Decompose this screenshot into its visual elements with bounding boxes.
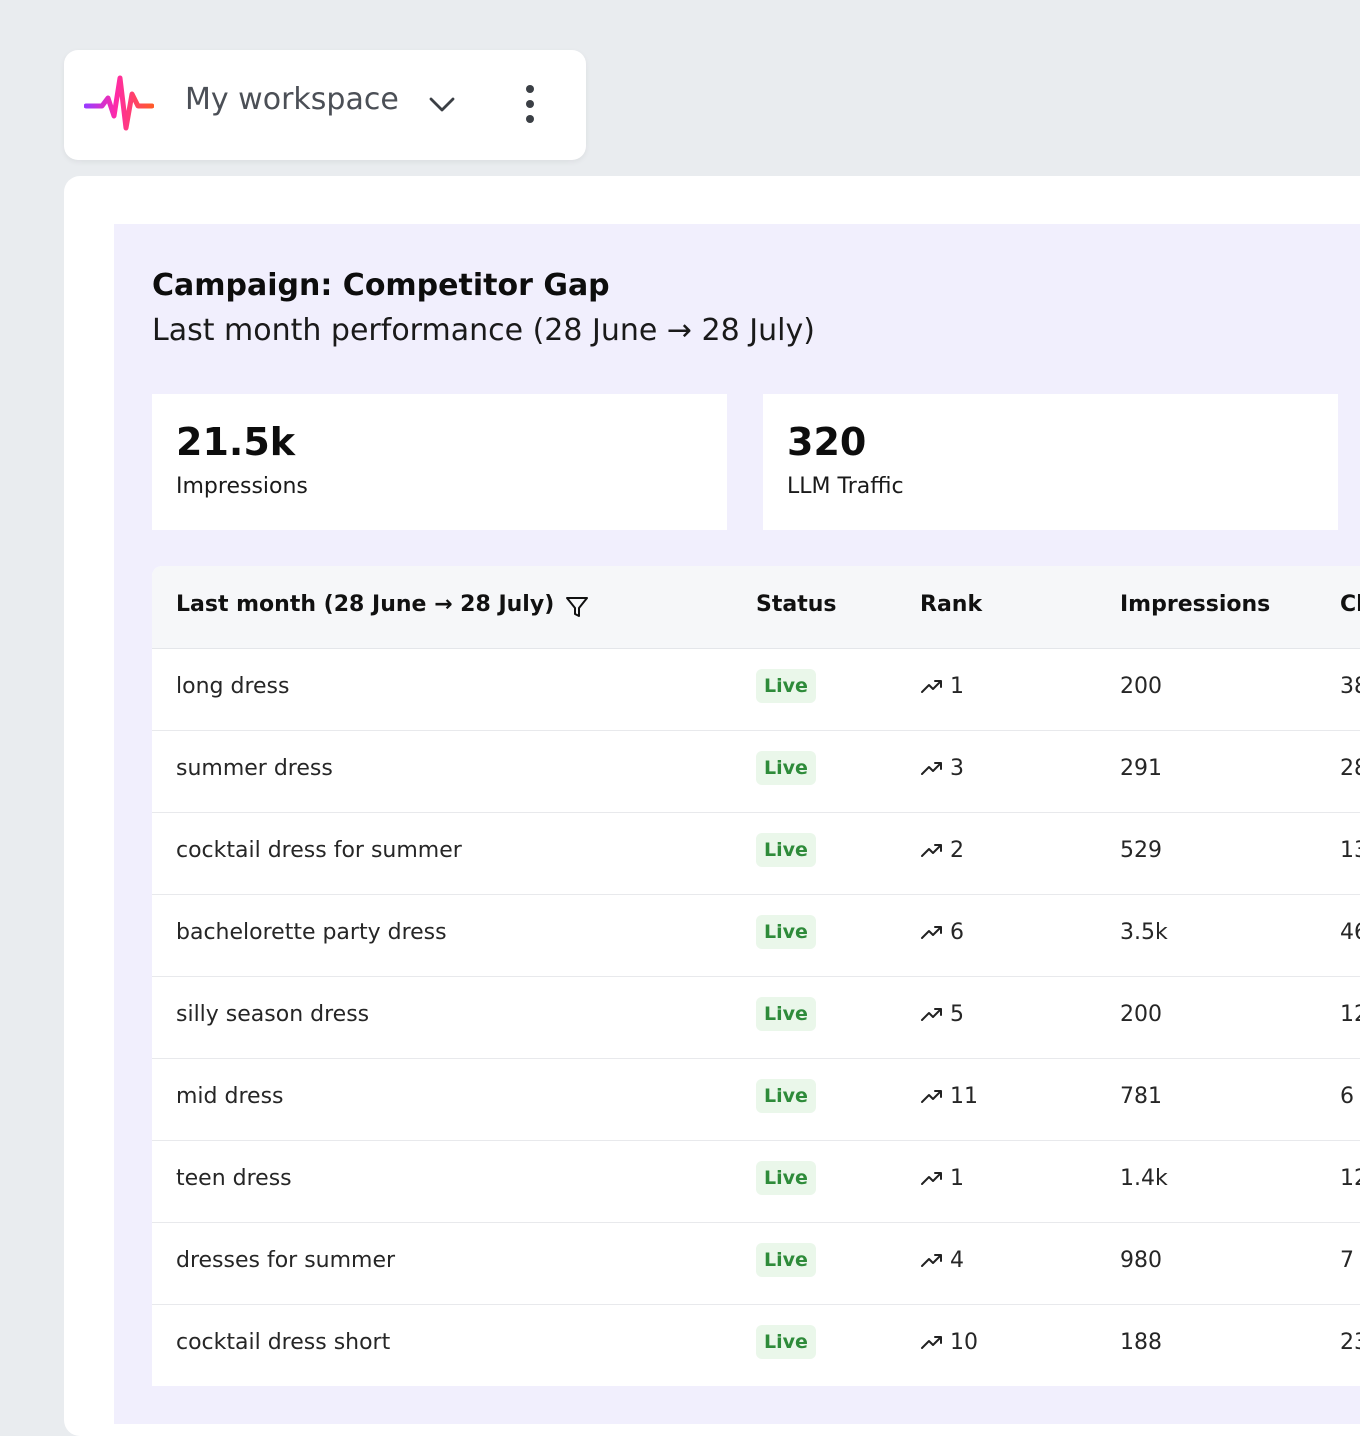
table-row[interactable]: teen dress Live 1 1.4k 12 <box>152 1140 1360 1223</box>
table-row[interactable]: silly season dress Live 5 200 12 <box>152 976 1360 1059</box>
clicks-cell: 7 <box>1340 1248 1354 1273</box>
rank-value: 5 <box>950 1002 964 1027</box>
stat-value: 21.5k <box>176 420 296 464</box>
keywords-table: Last month (28 June → 28 July) Status Ra… <box>152 566 1360 1386</box>
keyword-cell: teen dress <box>176 1166 292 1191</box>
trend-up-icon <box>920 1250 944 1268</box>
stat-value: 320 <box>787 420 867 464</box>
rank-value: 11 <box>950 1084 978 1109</box>
keyword-cell: mid dress <box>176 1084 284 1109</box>
rank-cell: 5 <box>920 1002 964 1027</box>
status-badge: Live <box>756 1243 816 1277</box>
impressions-cell: 291 <box>1120 756 1162 781</box>
status-badge: Live <box>756 1325 816 1359</box>
rank-cell: 10 <box>920 1330 978 1355</box>
impressions-cell: 980 <box>1120 1248 1162 1273</box>
clicks-cell: 6 <box>1340 1084 1354 1109</box>
impressions-cell: 188 <box>1120 1330 1162 1355</box>
rank-value: 4 <box>950 1248 964 1273</box>
rank-cell: 4 <box>920 1248 964 1273</box>
table-row[interactable]: cocktail dress for summer Live 2 529 13 <box>152 812 1360 895</box>
rank-value: 1 <box>950 674 964 699</box>
rank-cell: 2 <box>920 838 964 863</box>
clicks-cell: 13 <box>1340 838 1360 863</box>
stat-label: LLM Traffic <box>787 474 904 499</box>
keyword-cell: cocktail dress for summer <box>176 838 462 863</box>
status-badge: Live <box>756 833 816 867</box>
impressions-cell: 1.4k <box>1120 1166 1168 1191</box>
stat-card-impressions: 21.5k Impressions <box>152 394 727 530</box>
header-clicks[interactable]: Cl <box>1340 592 1360 617</box>
trend-up-icon <box>920 922 944 940</box>
trend-up-icon <box>920 1332 944 1350</box>
trend-up-icon <box>920 758 944 776</box>
trend-up-icon <box>920 676 944 694</box>
rank-cell: 1 <box>920 674 964 699</box>
clicks-cell: 12 <box>1340 1166 1360 1191</box>
table-header: Last month (28 June → 28 July) Status Ra… <box>152 566 1360 649</box>
rank-value: 6 <box>950 920 964 945</box>
impressions-cell: 529 <box>1120 838 1162 863</box>
chevron-down-icon[interactable] <box>428 92 456 116</box>
workspace-name[interactable]: My workspace <box>185 82 399 117</box>
keyword-cell: silly season dress <box>176 1002 370 1027</box>
clicks-cell: 23 <box>1340 1330 1360 1355</box>
status-badge: Live <box>756 669 816 703</box>
header-status[interactable]: Status <box>756 592 837 617</box>
trend-up-icon <box>920 1086 944 1104</box>
table-row[interactable]: mid dress Live 11 781 6 <box>152 1058 1360 1141</box>
campaign-subtitle: Last month performance (28 June → 28 Jul… <box>152 313 815 348</box>
rank-value: 3 <box>950 756 964 781</box>
more-vertical-icon[interactable] <box>514 82 546 126</box>
rank-value: 1 <box>950 1166 964 1191</box>
keyword-cell: summer dress <box>176 756 333 781</box>
keyword-cell: dresses for summer <box>176 1248 396 1273</box>
status-badge: Live <box>756 1079 816 1113</box>
table-row[interactable]: cocktail dress short Live 10 188 23 <box>152 1304 1360 1386</box>
header-period[interactable]: Last month (28 June → 28 July) <box>176 592 555 617</box>
stat-card-llm-traffic: 320 LLM Traffic <box>763 394 1338 530</box>
impressions-cell: 781 <box>1120 1084 1162 1109</box>
rank-value: 10 <box>950 1330 978 1355</box>
table-row[interactable]: bachelorette party dress Live 6 3.5k 46 <box>152 894 1360 977</box>
clicks-cell: 46 <box>1340 920 1360 945</box>
table-row[interactable]: dresses for summer Live 4 980 7 <box>152 1222 1360 1305</box>
clicks-cell: 28 <box>1340 756 1360 781</box>
header-impressions[interactable]: Impressions <box>1120 592 1271 617</box>
trend-up-icon <box>920 1168 944 1186</box>
rank-cell: 11 <box>920 1084 978 1109</box>
rank-cell: 1 <box>920 1166 964 1191</box>
keyword-cell: bachelorette party dress <box>176 920 447 945</box>
keyword-cell: cocktail dress short <box>176 1330 391 1355</box>
trend-up-icon <box>920 1004 944 1022</box>
header-rank[interactable]: Rank <box>920 592 983 617</box>
waveform-logo-icon <box>84 72 154 136</box>
status-badge: Live <box>756 1161 816 1195</box>
campaign-title: Campaign: Competitor Gap <box>152 268 610 303</box>
filter-icon[interactable] <box>564 594 590 620</box>
status-badge: Live <box>756 915 816 949</box>
impressions-cell: 200 <box>1120 674 1162 699</box>
keyword-cell: long dress <box>176 674 290 699</box>
impressions-cell: 200 <box>1120 1002 1162 1027</box>
status-badge: Live <box>756 997 816 1031</box>
status-badge: Live <box>756 751 816 785</box>
rank-cell: 6 <box>920 920 964 945</box>
table-row[interactable]: summer dress Live 3 291 28 <box>152 730 1360 813</box>
clicks-cell: 38 <box>1340 674 1360 699</box>
clicks-cell: 12 <box>1340 1002 1360 1027</box>
rank-cell: 3 <box>920 756 964 781</box>
rank-value: 2 <box>950 838 964 863</box>
impressions-cell: 3.5k <box>1120 920 1168 945</box>
trend-up-icon <box>920 840 944 858</box>
stat-label: Impressions <box>176 474 308 499</box>
table-row[interactable]: long dress Live 1 200 38 <box>152 648 1360 731</box>
